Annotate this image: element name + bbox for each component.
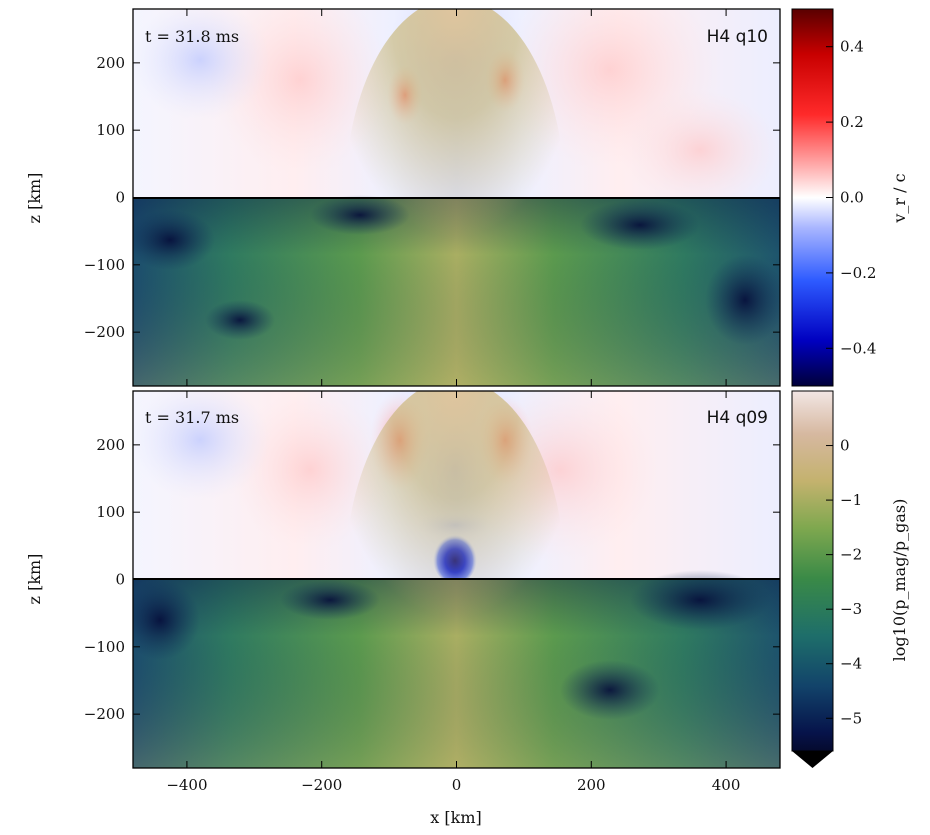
- colorbar-tick-label: −3: [840, 600, 862, 618]
- x-axis-label: x [km]: [430, 808, 481, 827]
- colorbar-tick-label: 0.2: [840, 113, 864, 131]
- panel-top: [133, 9, 780, 386]
- y-tick-label: 200: [96, 54, 125, 72]
- axis-ticks-bottom: −400 −200 0 200 400 200 100 0 −100 −200: [84, 391, 780, 794]
- colorbar-ratio-label: log10(p_mag/p_gas): [890, 499, 909, 662]
- y-axis-label-top: z [km]: [25, 173, 44, 224]
- y-tick-label: −100: [84, 256, 125, 274]
- panel-bottom: [133, 391, 780, 768]
- colorbar-tick-label: −2: [840, 546, 862, 564]
- y-axis-label-bottom: z [km]: [25, 554, 44, 605]
- axis-ticks-top: 200 100 0 −100 −200: [84, 9, 780, 386]
- y-tick-label: 0: [115, 571, 125, 589]
- y-tick-label: −100: [84, 638, 125, 656]
- colorbar-tick-label: −1: [840, 491, 862, 509]
- colorbar-tick-label: −4: [840, 655, 862, 673]
- colorbar-extend-min: [792, 751, 833, 768]
- x-tick-label: −400: [166, 776, 207, 794]
- x-tick-label: −200: [301, 776, 342, 794]
- time-label-bottom: t = 31.7 ms: [145, 408, 239, 427]
- time-label-top: t = 31.8 ms: [145, 27, 239, 46]
- x-tick-label: 0: [452, 776, 462, 794]
- colorbar-velocity-ticks: 0.4 0.2 0.0 −0.2 −0.4: [826, 38, 876, 357]
- colorbar-tick-label: −0.4: [840, 339, 876, 357]
- y-tick-label: 100: [96, 503, 125, 521]
- colorbar-tick-label: −0.2: [840, 264, 876, 282]
- colorbar-tick-label: 0: [840, 437, 850, 455]
- run-label-top: H4 q10: [707, 27, 768, 47]
- y-tick-label: −200: [84, 705, 125, 723]
- y-tick-label: 200: [96, 436, 125, 454]
- colorbar-tick-label: 0.4: [840, 38, 864, 56]
- x-tick-label: 200: [577, 776, 606, 794]
- colorbar-ratio: [791, 390, 834, 752]
- y-tick-label: −200: [84, 323, 125, 341]
- x-tick-label: 400: [712, 776, 741, 794]
- y-tick-label: 100: [96, 121, 125, 139]
- colorbar-ratio-ticks: 0 −1 −2 −3 −4 −5: [826, 437, 862, 727]
- colorbar-tick-label: 0.0: [840, 189, 864, 207]
- y-tick-label: 0: [115, 189, 125, 207]
- colorbar-velocity-label: v_r / c: [890, 173, 909, 223]
- run-label-bottom: H4 q09: [707, 408, 768, 428]
- colorbar-tick-label: −5: [840, 709, 862, 727]
